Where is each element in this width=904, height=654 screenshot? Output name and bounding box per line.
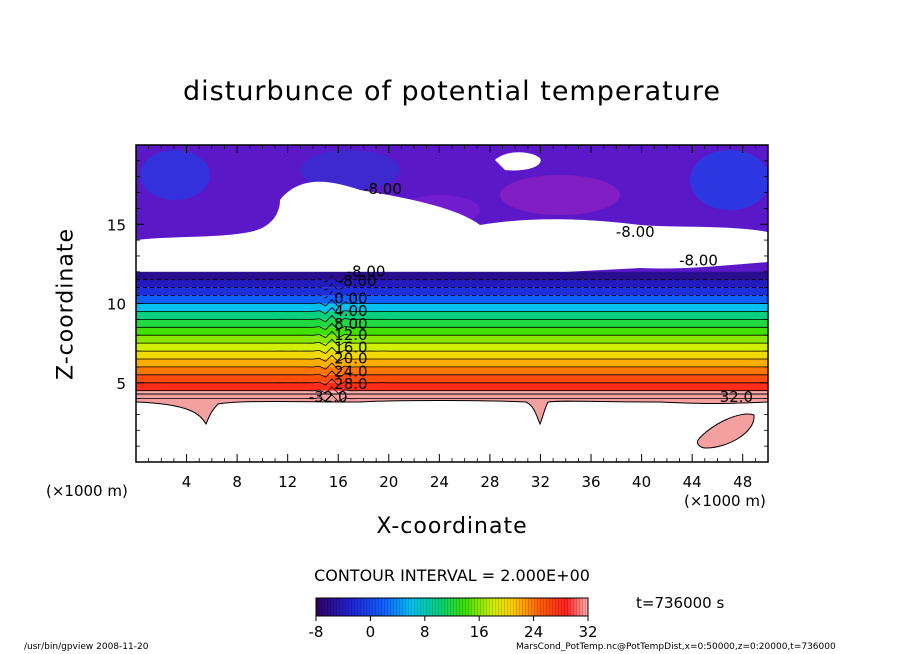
x-tick-label: 24 — [430, 473, 449, 491]
color-band — [136, 295, 768, 304]
colorbar-ticks: -8 0 8 16 24 32 — [309, 616, 598, 641]
contour-label: -32.0 — [309, 388, 348, 406]
contour-label: -8.00 — [679, 251, 718, 269]
color-band — [136, 319, 768, 328]
pink-region — [697, 413, 755, 449]
color-band — [136, 287, 768, 296]
contour-line — [136, 394, 768, 402]
color-band — [136, 303, 768, 312]
footer-right: MarsCond_PotTemp.nc@PotTempDist,x=0:5000… — [516, 642, 836, 652]
x-tick-label: 20 — [379, 473, 398, 491]
x-units-left: (×1000 m) — [46, 482, 128, 500]
undefined-region — [495, 152, 541, 171]
contour-label: 12.0 — [334, 326, 367, 344]
contour-labels: -8.00-8.00-8.00-8.000.004.008.0012.016.0… — [309, 180, 753, 406]
contour-label: 24.0 — [334, 362, 367, 380]
blue-patch — [300, 150, 400, 190]
contour-interval: CONTOUR INTERVAL = 2.000E+00 — [314, 566, 590, 585]
contour-line — [136, 346, 768, 355]
contour-line — [136, 307, 768, 315]
contour-line — [136, 338, 768, 347]
x-units-right: (×1000 m) — [684, 492, 766, 510]
x-tick-label: 36 — [581, 473, 600, 491]
contour-line — [136, 275, 768, 283]
x-tick-label: 16 — [329, 473, 348, 491]
color-band — [136, 358, 768, 367]
contour-label: -8.00 — [347, 263, 386, 281]
contour-line — [136, 362, 768, 371]
colorbar-lines — [316, 598, 588, 616]
color-band — [136, 327, 768, 336]
color-band — [136, 351, 768, 359]
pink-region — [136, 393, 768, 426]
chart-title: disturbunce of potential temperature — [183, 76, 721, 107]
x-tick-label: 28 — [480, 473, 499, 491]
x-tick-label: 4 — [182, 473, 192, 491]
contour-line — [136, 283, 768, 291]
contour-line — [136, 315, 768, 323]
color-band — [136, 374, 768, 383]
contour-label: -8.00 — [363, 180, 402, 198]
x-tick-label: 12 — [278, 473, 297, 491]
magenta-patch — [500, 175, 620, 215]
colorbar-tick-label: 24 — [524, 623, 543, 641]
y-tick-label: 10 — [107, 296, 126, 314]
x-tick-label: 40 — [632, 473, 651, 491]
x-tick-label: 8 — [232, 473, 242, 491]
contour-line — [136, 370, 768, 378]
contour-label: 28.0 — [334, 375, 367, 393]
undefined-region — [136, 181, 768, 277]
contour-label: 4.00 — [334, 302, 367, 320]
color-band — [136, 311, 768, 320]
contour-label: 20.0 — [334, 350, 367, 368]
contour-label: -8.00 — [616, 223, 655, 241]
color-band — [136, 366, 768, 375]
contour-line — [136, 299, 768, 307]
color-band — [136, 335, 768, 344]
colorbar-tick-label: 8 — [420, 623, 430, 641]
x-tick-label: 48 — [733, 473, 752, 491]
footer-left: /usr/bin/gpview 2008-11-20 — [24, 642, 149, 652]
contour-label: 0.00 — [334, 290, 367, 308]
contour-label: -8.00 — [338, 272, 377, 290]
field-area — [136, 145, 768, 462]
x-tick-label: 32 — [531, 473, 550, 491]
lower-field — [136, 398, 768, 462]
contour-line — [136, 378, 768, 386]
color-band — [136, 343, 768, 352]
y-tick-label: 15 — [107, 216, 126, 234]
contour-label: 8.00 — [334, 315, 367, 333]
contour-line — [136, 322, 768, 331]
colorbar-tick-label: 16 — [470, 623, 489, 641]
colorbar-tick-label: -8 — [309, 623, 324, 641]
contour-line — [136, 291, 768, 299]
color-band — [136, 271, 768, 280]
contour-label: 32.0 — [720, 388, 753, 406]
colorbar-tick-label: 0 — [366, 623, 376, 641]
contour-label: 16.0 — [334, 339, 367, 357]
colorbar-tick-label: 32 — [578, 623, 597, 641]
contour-line — [136, 386, 768, 394]
blue-patch — [140, 150, 210, 200]
x-tick-label: 44 — [683, 473, 702, 491]
y-tick-label: 5 — [116, 375, 126, 393]
x-axis-label: X-coordinate — [376, 514, 528, 539]
contour-line — [136, 354, 768, 363]
contour-line — [136, 330, 768, 339]
time-stamp: t=736000 s — [636, 594, 725, 612]
contour-lines — [136, 275, 768, 402]
blue-patch — [690, 150, 768, 210]
color-band — [136, 279, 768, 288]
y-axis-label: Z-coordinate — [53, 228, 79, 380]
color-band — [136, 382, 768, 391]
